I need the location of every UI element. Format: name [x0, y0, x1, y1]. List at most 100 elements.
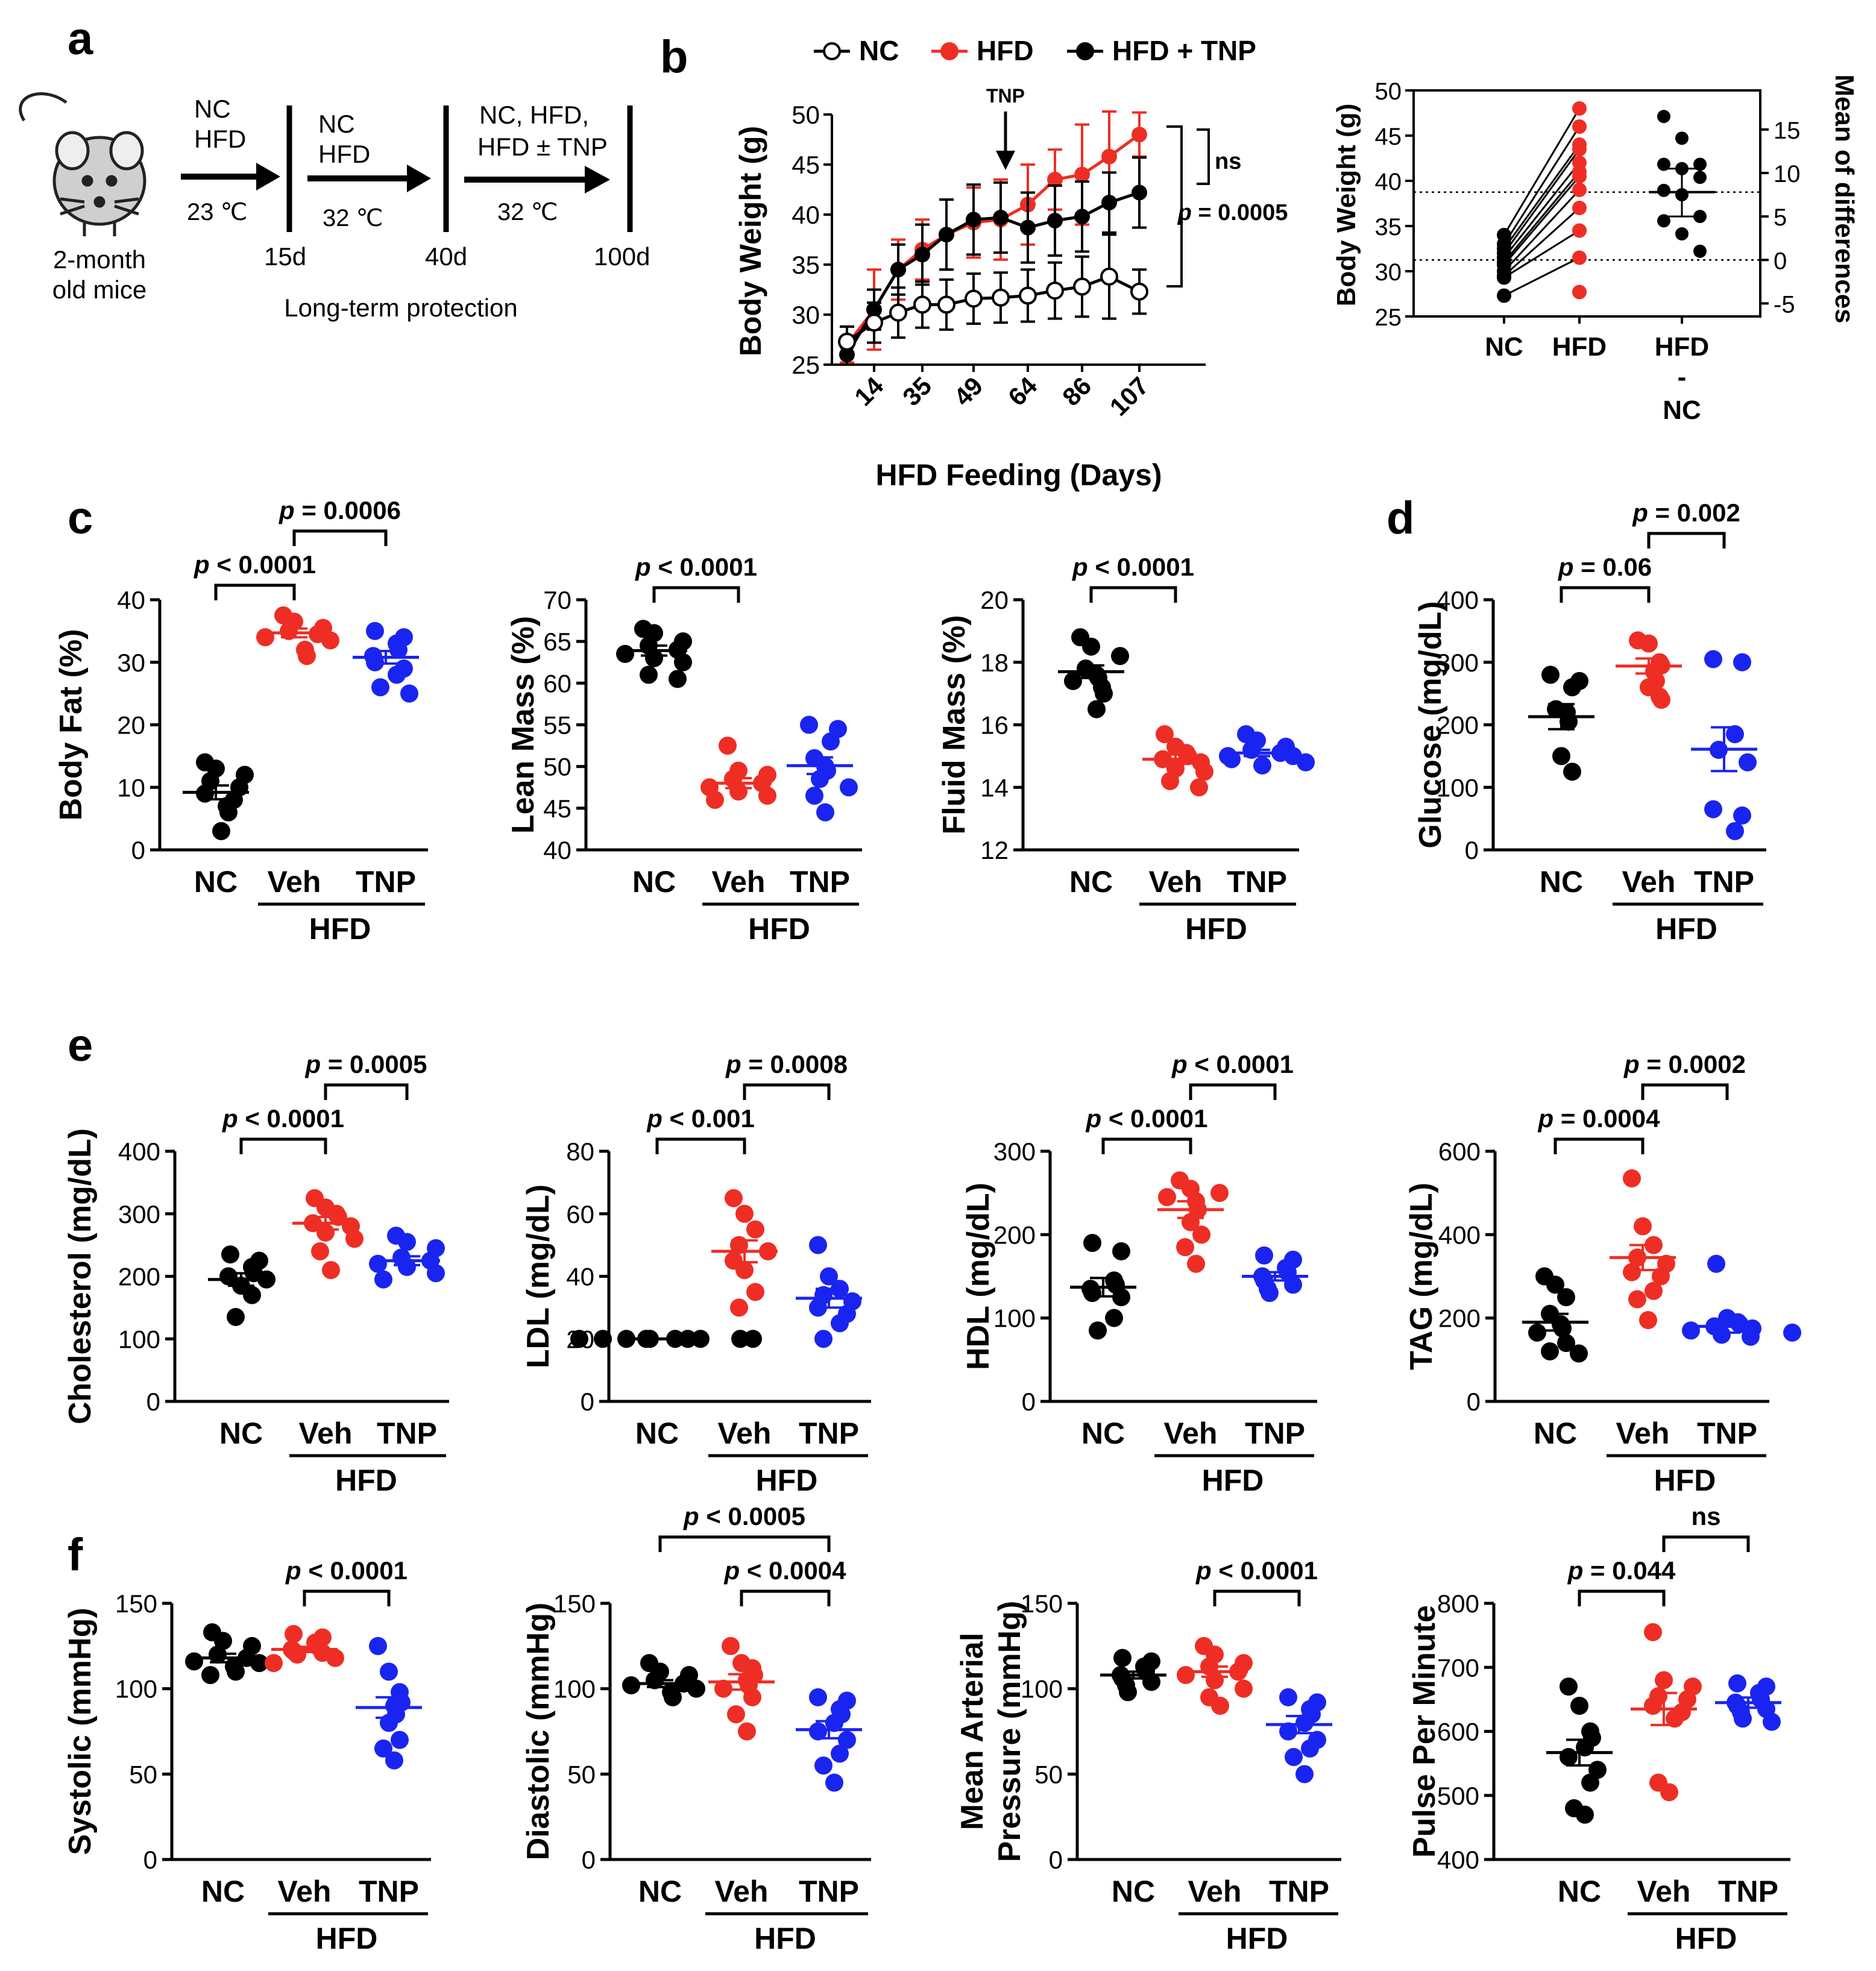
y-tick-label: 45	[792, 151, 820, 179]
data-point	[1095, 684, 1113, 703]
significance-bracket	[1101, 1137, 1192, 1154]
x-group-label: NC	[219, 1416, 263, 1450]
step2-arrowhead	[407, 165, 431, 192]
data-point	[914, 247, 930, 263]
step2-temperature: 32 ℃	[323, 205, 383, 231]
x-group-label: NC	[635, 1416, 679, 1450]
paired-line	[1503, 257, 1580, 297]
data-point	[1295, 1765, 1314, 1784]
data-point	[1210, 1184, 1229, 1202]
data-point	[1572, 119, 1587, 134]
p-bracket	[1166, 125, 1183, 288]
ns-label: ns	[1215, 149, 1241, 174]
panel-letter-c: c	[68, 492, 93, 544]
step1-diet-nc: NC	[194, 95, 231, 123]
data-point	[1563, 678, 1581, 697]
y-tick-label: 12	[980, 836, 1009, 864]
data-point	[389, 641, 408, 659]
data-point	[1101, 148, 1117, 165]
data-point	[1657, 157, 1670, 171]
y-axis-label: TAG (mg/dL)	[1404, 1183, 1439, 1370]
paired-line	[1503, 175, 1581, 266]
cholesterol-chart: 0 100 200 300 400 Cholesterol (mg/dL) NC Veh TNP…	[63, 1050, 449, 1497]
y-tick-label: 0	[1467, 1388, 1481, 1416]
y-tick-label: 65	[543, 627, 571, 656]
y-tick-label: 100	[993, 1304, 1036, 1333]
data-point	[1019, 286, 1037, 305]
data-point	[735, 1261, 754, 1280]
data-point	[1113, 1649, 1132, 1667]
data-point	[1704, 650, 1722, 668]
y-axis-label: Lean Mass (%)	[506, 616, 541, 834]
data-point	[298, 647, 316, 665]
data-point	[1130, 282, 1148, 301]
x-group-label: Veh	[715, 1875, 769, 1908]
data-point	[814, 1756, 833, 1775]
y-tick-label: 60	[566, 1200, 594, 1228]
x-axis-label: HFD Feeding (Days)	[875, 458, 1162, 492]
data-point	[1223, 750, 1241, 769]
step2-diet-nc: NC	[318, 110, 355, 138]
data-point	[1064, 671, 1082, 690]
data-point	[1675, 227, 1689, 240]
data-point	[214, 1632, 232, 1650]
systolic-chart: 0 50 100 150 Systolic (mmHg) NC Veh TNP HFD p < 0…	[63, 1556, 431, 1955]
data-point	[1158, 1188, 1176, 1207]
y-tick-label: 30	[117, 649, 145, 677]
data-point	[1693, 244, 1707, 258]
data-point	[316, 1223, 335, 1242]
data-point	[1572, 142, 1587, 157]
data-point	[1301, 1739, 1319, 1758]
y-tick-label: 50	[1034, 1760, 1063, 1788]
y-axis-label-group: Mean ArterialPressure (mmHg)	[955, 1601, 1027, 1862]
panel-letter-a: a	[68, 13, 93, 64]
data-point	[1572, 101, 1587, 116]
data-point	[1652, 691, 1670, 709]
data-point	[664, 1688, 682, 1706]
right-tick-label: 0	[1774, 248, 1787, 274]
data-point	[727, 1705, 745, 1724]
y-tick-label: 100	[1021, 1675, 1063, 1703]
data-point	[1763, 1712, 1781, 1731]
y-axis-label: Systolic (mmHg)	[63, 1608, 98, 1855]
data-point	[1192, 1225, 1210, 1244]
data-point	[285, 1625, 303, 1643]
significance-bracket	[1641, 1083, 1729, 1100]
data-point	[1572, 250, 1587, 265]
x-group-label: TNP	[1694, 865, 1754, 899]
data-point	[1546, 1275, 1564, 1294]
data-point	[1047, 171, 1063, 187]
data-point	[1733, 653, 1751, 671]
data-point	[1112, 1288, 1130, 1307]
data-point	[212, 822, 230, 840]
data-point	[865, 313, 883, 332]
y-tick-label: 18	[980, 649, 1009, 677]
data-point	[1666, 1709, 1684, 1728]
significance-label: p = 0.0004	[1538, 1104, 1661, 1133]
x-group-label: Veh	[278, 1875, 332, 1908]
paired-line	[1503, 162, 1581, 259]
y-tick-label: 200	[118, 1263, 160, 1291]
paired-line	[1503, 207, 1581, 277]
x-group-label: Veh	[712, 865, 766, 899]
significance-bracket	[652, 586, 740, 603]
x-group-label: TNP	[799, 1875, 859, 1908]
data-point	[913, 295, 931, 314]
data-point	[1652, 1267, 1670, 1286]
data-point	[321, 631, 339, 650]
data-point	[1176, 1238, 1194, 1257]
data-point	[889, 303, 907, 322]
x-group-label: Veh	[1637, 1875, 1691, 1908]
p-value-label: p = 0.0005	[1177, 200, 1288, 225]
y-axis-label: Glucose (mg/dL)	[1413, 601, 1448, 848]
data-point	[816, 803, 834, 822]
data-point	[380, 1662, 398, 1681]
data-point	[1693, 157, 1707, 171]
data-point	[227, 1662, 245, 1681]
x-group-label: TNP	[799, 1416, 859, 1450]
data-point	[939, 227, 954, 243]
data-point	[1497, 288, 1511, 303]
y-tick-label: 800	[1437, 1589, 1479, 1618]
